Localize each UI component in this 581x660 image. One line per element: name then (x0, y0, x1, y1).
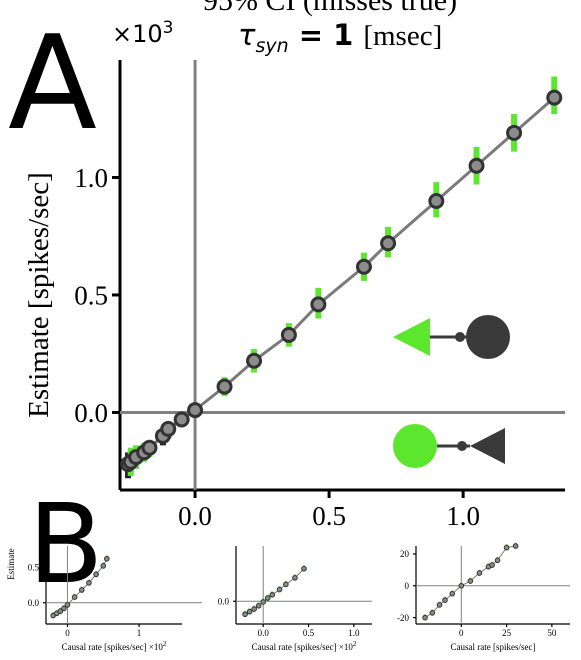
y-axis-label: Estimate [spikes/sec] (23, 172, 55, 418)
chart-main-point (187, 402, 204, 419)
green-triangle-icon (393, 318, 430, 356)
panel-letter-a: A (8, 7, 97, 159)
chart-b2-x-label: Causal rate [spikes/sec] ×102 (252, 640, 357, 652)
chart-b1-xtick-label: 0 (65, 628, 70, 638)
chart-b3-xtick-label: 25 (502, 628, 512, 638)
chart-b1-y-label: Estimate (6, 548, 16, 580)
chart-b3-ytick-label: 20 (400, 549, 410, 559)
subplot-b3: -20 0 20 0 25 50 Causal rate [spikes/sec] (397, 542, 570, 652)
chart-b3-xtick-label: 50 (547, 628, 557, 638)
chart-main-point (355, 258, 372, 275)
chart-b2-point (255, 603, 262, 609)
chart-main-point (380, 235, 397, 252)
chart-b2-point (292, 575, 298, 581)
neuron-diagram-top (393, 315, 510, 359)
chart-main-ytick-label: 0.5 (74, 280, 108, 310)
chart-b2-point (246, 608, 253, 615)
connector-dot (457, 441, 467, 451)
chart-main-point (546, 89, 563, 106)
chart-b3-point (489, 562, 495, 568)
chart-b2-point (242, 611, 248, 618)
chart-b1-point (71, 594, 78, 600)
chart-b2-point (276, 586, 283, 593)
chart-b2-xtick-label: 0.0 (258, 628, 270, 638)
chart-b3-point (467, 578, 474, 584)
connector-dot (455, 332, 465, 342)
chart-main-point (173, 411, 190, 428)
subplot-b1: 0.0 0.5 0 1 Causal rate [spikes/sec] ×102 Est… (6, 546, 202, 652)
chart-main-point (141, 439, 158, 456)
chart-b3-ytick-label: -20 (397, 613, 409, 623)
chart-b1-point (86, 580, 92, 586)
chart-main-point (246, 352, 263, 369)
chart-b1-xtick-label: 1 (137, 628, 142, 638)
chart-b1-point (61, 605, 67, 612)
chart-b2-point (283, 581, 289, 588)
chart-b1-point (78, 587, 85, 593)
dark-neuron-circle-icon (466, 315, 510, 359)
chart-b3-point (429, 610, 436, 616)
chart-b2-xtick-label: 0.5 (303, 628, 315, 638)
chart-b1-point (93, 571, 99, 578)
panel-letter-b: B (28, 480, 103, 608)
neuron-diagram-bottom (393, 424, 505, 468)
chart-main-xtick-label: 0.5 (312, 501, 346, 531)
chart-b2-ytick-label: 0.0 (218, 596, 230, 606)
chart-main-point (468, 157, 485, 174)
subtitle-tau: τsyn = 1 [msec] (238, 18, 442, 57)
chart-main-point (216, 378, 233, 395)
chart-b2-point (260, 599, 267, 605)
chart-b2-xtick-label: 1.0 (348, 628, 360, 638)
chart-b1-point (57, 608, 64, 615)
chart-main-point (428, 192, 445, 209)
chart-b2-point (301, 565, 307, 572)
chart-main-xtick-label: 0.0 (178, 501, 212, 531)
axis-multiplier: ×103 (112, 18, 173, 48)
chart-b1-x-label-exponent: 2 (163, 640, 167, 648)
chart-b3-point (476, 570, 483, 576)
chart-b3-point (422, 614, 428, 621)
chart-main-point (506, 124, 523, 141)
chart-b3-point (458, 582, 465, 589)
chart-b2-point (251, 606, 257, 612)
green-neuron-circle-icon (393, 424, 437, 468)
chart-b1-point (64, 602, 71, 608)
chart-b1-point (100, 563, 107, 569)
chart-b1-x-label: Causal rate [spikes/sec] ×102 (62, 640, 167, 652)
main-plot: 0.0 0.5 1.0 0.0 0.5 1.0 (74, 60, 565, 531)
chart-b1-point (104, 555, 110, 562)
chart-b3-point (436, 602, 443, 608)
chart-b2-point (264, 595, 271, 601)
chart-b3-point (442, 597, 448, 603)
chart-main-point (310, 296, 327, 313)
chart-b3-ytick-label: 0 (405, 581, 410, 591)
chart-main-point (160, 420, 177, 437)
chart-b3-x-label: Causal rate [spikes/sec] (451, 642, 536, 652)
dark-triangle-icon (470, 428, 505, 464)
subplot-b2: 0.0 0.0 0.5 1.0 Causal rate [spikes/sec] ×10… (218, 546, 372, 652)
chart-main-ytick-label: 0.0 (74, 398, 108, 428)
chart-b1-ytick-label: 0.5 (28, 562, 40, 572)
chart-b2-x-label-exponent: 2 (353, 640, 357, 648)
chart-main-xtick-label: 1.0 (446, 501, 480, 531)
chart-b3-xtick-label: 0 (459, 628, 464, 638)
chart-b3-point (494, 557, 501, 564)
chart-main-point (280, 326, 297, 343)
title-top: 95% CI (misses true) (203, 0, 457, 17)
chart-b3-point (449, 590, 456, 597)
chart-b3-point (503, 544, 510, 551)
chart-main-ytick-label: 1.0 (74, 163, 108, 193)
chart-b3-point (512, 543, 519, 549)
chart-b1-ytick-label: 0.0 (28, 598, 40, 608)
chart-b2-point (269, 591, 276, 598)
